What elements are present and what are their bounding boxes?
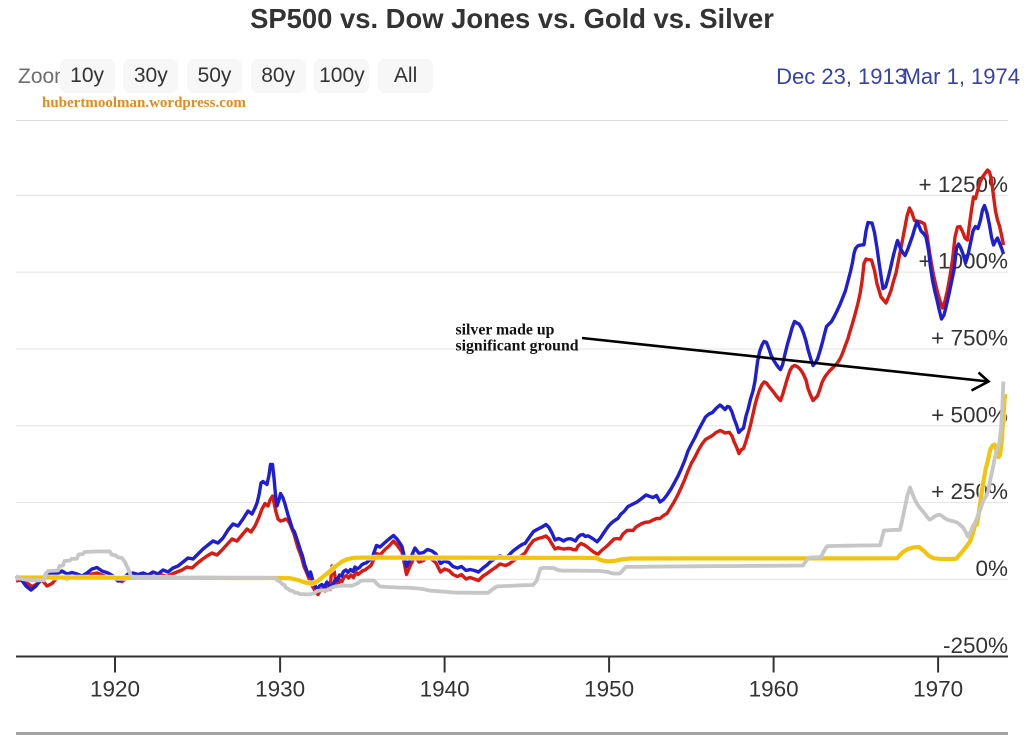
svg-text:1940: 1940 — [420, 677, 470, 702]
svg-text:+ 500%: + 500% — [931, 402, 1008, 427]
svg-text:significant ground: significant ground — [456, 338, 579, 355]
svg-text:1950: 1950 — [584, 677, 634, 702]
svg-text:+ 250%: + 250% — [931, 479, 1008, 504]
svg-text:silver made up: silver made up — [456, 322, 555, 339]
svg-text:1930: 1930 — [255, 677, 305, 702]
svg-text:1960: 1960 — [749, 677, 799, 702]
svg-text:-250%: -250% — [943, 633, 1008, 658]
svg-text:1920: 1920 — [90, 677, 140, 702]
svg-text:0%: 0% — [975, 556, 1008, 581]
svg-text:+ 750%: + 750% — [931, 326, 1008, 351]
svg-text:1970: 1970 — [913, 677, 963, 702]
